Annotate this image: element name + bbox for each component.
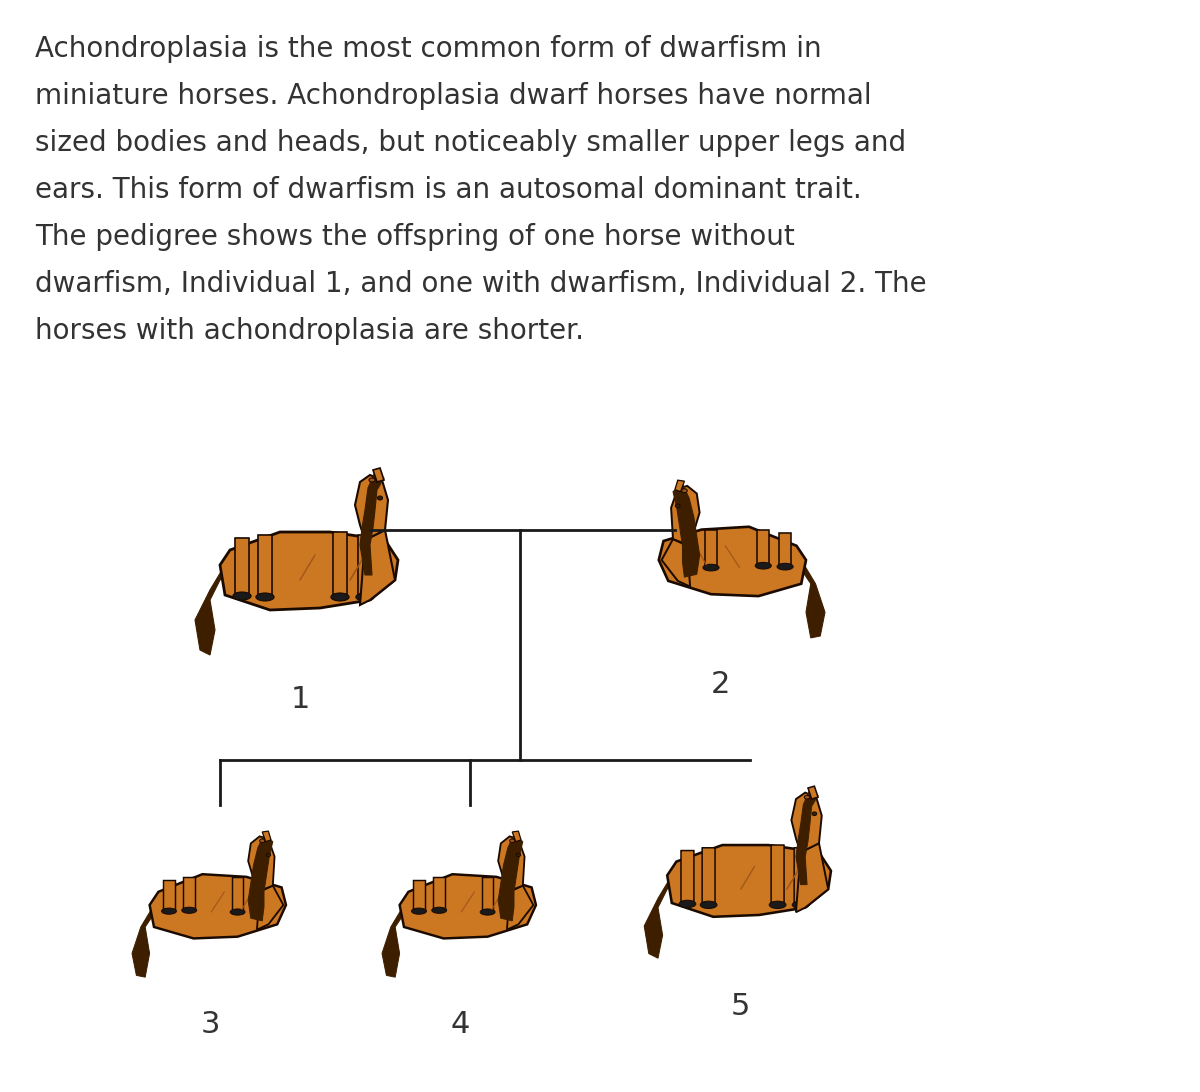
Ellipse shape: [679, 900, 696, 907]
Polygon shape: [671, 486, 700, 546]
FancyBboxPatch shape: [794, 847, 808, 905]
Ellipse shape: [331, 593, 349, 601]
Polygon shape: [659, 526, 806, 596]
Text: 5: 5: [731, 992, 750, 1021]
Polygon shape: [673, 484, 700, 577]
Polygon shape: [498, 834, 523, 921]
FancyBboxPatch shape: [332, 532, 347, 597]
Ellipse shape: [230, 909, 245, 915]
Polygon shape: [360, 530, 395, 605]
Polygon shape: [194, 570, 228, 655]
Ellipse shape: [432, 907, 446, 913]
Ellipse shape: [510, 839, 515, 843]
Polygon shape: [704, 530, 718, 568]
Polygon shape: [413, 880, 425, 911]
Ellipse shape: [769, 901, 786, 909]
FancyBboxPatch shape: [258, 535, 272, 597]
Polygon shape: [504, 879, 515, 911]
Polygon shape: [682, 532, 694, 567]
Text: 2: 2: [710, 670, 730, 699]
FancyBboxPatch shape: [680, 851, 694, 904]
Text: miniature horses. Achondroplasia dwarf horses have normal: miniature horses. Achondroplasia dwarf h…: [35, 82, 871, 110]
Polygon shape: [779, 533, 791, 567]
Polygon shape: [248, 834, 272, 921]
Polygon shape: [184, 877, 194, 911]
Ellipse shape: [778, 563, 793, 570]
Ellipse shape: [679, 563, 695, 570]
Polygon shape: [482, 877, 493, 912]
Polygon shape: [257, 886, 283, 929]
Ellipse shape: [804, 795, 810, 799]
Ellipse shape: [252, 909, 268, 914]
Ellipse shape: [256, 593, 274, 601]
Text: The pedigree shows the offspring of one horse without: The pedigree shows the offspring of one …: [35, 223, 794, 251]
Polygon shape: [512, 831, 521, 842]
Ellipse shape: [701, 901, 716, 909]
FancyBboxPatch shape: [358, 535, 372, 597]
Text: ears. This form of dwarfism is an autosomal dominant trait.: ears. This form of dwarfism is an autoso…: [35, 176, 862, 204]
Polygon shape: [667, 845, 830, 917]
Polygon shape: [232, 877, 244, 912]
Polygon shape: [661, 539, 690, 586]
Text: Achondroplasia is the most common form of dwarfism in: Achondroplasia is the most common form o…: [35, 35, 822, 63]
Polygon shape: [796, 790, 818, 885]
Ellipse shape: [682, 489, 688, 492]
FancyBboxPatch shape: [702, 847, 715, 905]
Polygon shape: [382, 910, 404, 977]
Polygon shape: [796, 843, 828, 912]
Ellipse shape: [259, 839, 265, 843]
Text: 1: 1: [290, 685, 310, 714]
Polygon shape: [792, 793, 822, 853]
Ellipse shape: [370, 478, 374, 482]
Polygon shape: [254, 879, 265, 911]
Polygon shape: [433, 877, 445, 911]
Polygon shape: [163, 880, 175, 911]
Ellipse shape: [412, 909, 426, 914]
Ellipse shape: [162, 909, 176, 914]
Text: sized bodies and heads, but noticeably smaller upper legs and: sized bodies and heads, but noticeably s…: [35, 129, 906, 157]
Ellipse shape: [812, 812, 817, 816]
Ellipse shape: [755, 562, 772, 569]
Polygon shape: [808, 786, 818, 799]
Ellipse shape: [356, 593, 374, 601]
Polygon shape: [248, 836, 275, 892]
Polygon shape: [498, 836, 524, 892]
Polygon shape: [674, 480, 684, 491]
Polygon shape: [757, 530, 769, 566]
Ellipse shape: [703, 565, 719, 571]
Ellipse shape: [502, 909, 517, 914]
Ellipse shape: [792, 901, 809, 909]
Polygon shape: [132, 910, 154, 977]
Ellipse shape: [378, 496, 383, 500]
Polygon shape: [802, 565, 826, 638]
Ellipse shape: [480, 909, 496, 915]
Ellipse shape: [516, 853, 521, 856]
Ellipse shape: [181, 907, 197, 913]
Text: 4: 4: [450, 1010, 469, 1038]
Polygon shape: [355, 475, 388, 541]
Polygon shape: [400, 875, 536, 938]
FancyBboxPatch shape: [235, 538, 250, 596]
Text: dwarfism, Individual 1, and one with dwarfism, Individual 2. The: dwarfism, Individual 1, and one with dwa…: [35, 270, 926, 298]
Polygon shape: [506, 886, 533, 929]
Polygon shape: [263, 831, 271, 842]
Ellipse shape: [266, 853, 270, 856]
Polygon shape: [373, 468, 384, 482]
Text: horses with achondroplasia are shorter.: horses with achondroplasia are shorter.: [35, 317, 584, 345]
Polygon shape: [360, 472, 384, 575]
Polygon shape: [644, 880, 674, 958]
FancyBboxPatch shape: [772, 845, 784, 905]
Text: 3: 3: [200, 1010, 220, 1038]
Polygon shape: [220, 532, 398, 610]
Polygon shape: [150, 875, 286, 938]
Ellipse shape: [676, 503, 680, 508]
Ellipse shape: [233, 592, 251, 600]
